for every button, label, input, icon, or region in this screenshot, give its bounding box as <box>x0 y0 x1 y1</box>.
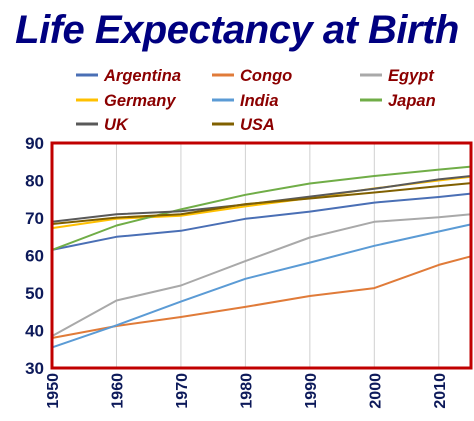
xtick-label-1990: 1990 <box>303 373 320 409</box>
legend-label-germany: Germany <box>104 92 176 110</box>
xtick-label-1980: 1980 <box>238 373 255 409</box>
plot-frame <box>50 141 473 370</box>
ytick-label-50: 50 <box>25 284 44 303</box>
xtick-label-1970: 1970 <box>174 373 191 409</box>
legend-label-congo: Congo <box>240 67 292 85</box>
ytick-label-90: 90 <box>25 134 44 153</box>
ytick-label-30: 30 <box>25 359 44 378</box>
legend-label-argentina: Argentina <box>103 67 181 85</box>
series-line-congo <box>51 255 472 339</box>
ytick-label-40: 40 <box>25 322 44 341</box>
series-line-argentina <box>51 192 472 251</box>
ytick-label-80: 80 <box>25 172 44 191</box>
xtick-label-1960: 1960 <box>109 373 126 409</box>
xtick-label-2000: 2000 <box>367 373 384 409</box>
series-line-egypt <box>51 213 472 337</box>
xtick-label-1950: 1950 <box>45 373 62 409</box>
chart-title: Life Expectancy at Birth <box>15 8 459 52</box>
ytick-label-60: 60 <box>25 247 44 266</box>
legend-label-usa: USA <box>240 116 275 134</box>
legend-label-india: India <box>240 92 279 110</box>
legend-label-uk: UK <box>104 116 129 134</box>
series-line-japan <box>51 165 472 251</box>
xtick-label-2010: 2010 <box>432 373 449 409</box>
series-line-usa <box>51 182 472 225</box>
ytick-label-70: 70 <box>25 209 44 228</box>
series-line-india <box>51 223 472 349</box>
legend-label-japan: Japan <box>388 92 436 110</box>
legend-label-egypt: Egypt <box>388 67 435 85</box>
